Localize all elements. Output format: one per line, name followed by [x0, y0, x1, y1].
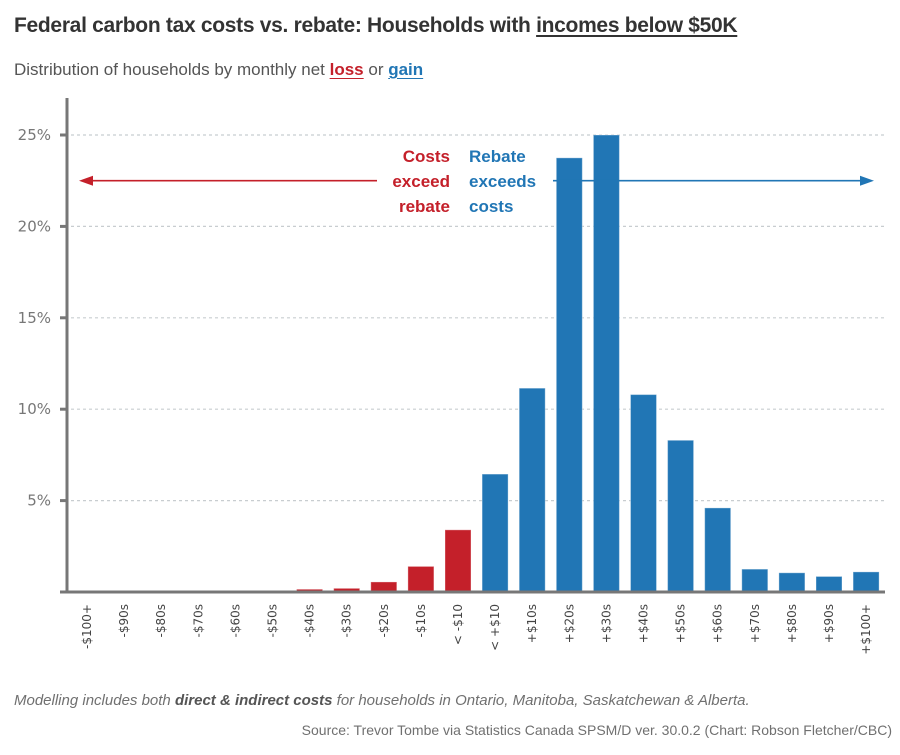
gain-annotation-line: Rebate	[469, 147, 526, 166]
loss-annotation-line: exceed	[392, 172, 450, 191]
x-tick-label: +$80s	[785, 604, 799, 643]
y-tick-label: 25%	[18, 126, 51, 144]
bar-10	[444, 529, 472, 593]
bar-10s	[518, 387, 546, 593]
bars	[296, 134, 880, 593]
annotations: Costs exceed rebate Rebate exceeds costs	[392, 147, 536, 216]
bar-chart: Costs exceed rebate Rebate exceeds costs 5% 10…	[18, 98, 885, 655]
bar-50s	[667, 439, 695, 593]
x-tick-label: -$30s	[340, 604, 354, 638]
x-tick-label: +$20s	[562, 604, 576, 643]
gain-annotation-line: costs	[469, 197, 513, 216]
bar-100	[852, 571, 880, 593]
x-tick-label: +$30s	[599, 604, 613, 643]
loss-annotation-line: Costs	[403, 147, 450, 166]
bar-40s	[630, 394, 657, 593]
x-tick-label: -$50s	[266, 604, 280, 638]
bar-60s	[704, 507, 732, 593]
chart-subtitle: Distribution of households by monthly ne…	[14, 60, 423, 80]
note-bold: direct & indirect costs	[174, 692, 333, 709]
loss-annotation-line: rebate	[399, 197, 450, 216]
y-tick-label: 10%	[18, 400, 51, 418]
arrow-left-icon	[79, 175, 93, 186]
gain-annotation-line: exceeds	[469, 172, 536, 191]
note-prefix: Modelling includes both	[14, 692, 175, 709]
x-tick-label: +$60s	[711, 604, 725, 643]
bar-10	[481, 473, 509, 593]
bar-30s	[592, 134, 620, 593]
direction-arrows	[79, 175, 874, 186]
x-tick-label: +$90s	[822, 604, 836, 643]
x-tick-label: +$40s	[637, 604, 651, 643]
x-tick-label: -$90s	[117, 604, 131, 638]
bar-10s	[407, 565, 435, 593]
bar-80s	[778, 572, 806, 593]
y-tick-label: 15%	[18, 309, 51, 327]
gridlines	[71, 134, 885, 502]
chart-subtitle-text: Distribution of households by monthly ne…	[14, 60, 330, 79]
bar-20s	[555, 157, 583, 593]
x-tick-label: -$60s	[228, 604, 242, 638]
bar-90s	[815, 575, 843, 593]
x-tick-label: < -$10	[451, 604, 465, 645]
subtitle-or: or	[363, 60, 389, 79]
y-tick-label: 20%	[18, 217, 51, 235]
y-tick-label: 5%	[27, 492, 51, 510]
subtitle-gain-keyword: gain	[388, 60, 424, 79]
note-suffix: for households in Ontario, Manitoba, Sas…	[332, 692, 750, 709]
x-tick-label: -$40s	[303, 604, 317, 638]
arrow-right-icon	[860, 175, 874, 186]
subtitle-loss-keyword: loss	[329, 60, 364, 79]
x-tick-label: +$70s	[748, 604, 762, 643]
x-tick-label: < +$10	[488, 604, 502, 651]
chart-title-emphasis: incomes below $50K	[536, 14, 738, 37]
x-tick-label: +$50s	[674, 604, 688, 643]
x-tick-label: -$70s	[191, 604, 205, 638]
chart-title-text: Federal carbon tax costs vs. rebate: Hou…	[14, 14, 537, 37]
source-credit: Source: Trevor Tombe via Statistics Cana…	[301, 722, 892, 738]
x-axis-ticks: -$100+ -$90s -$80s -$70s -$60s -$50s -$40s -$30…	[80, 604, 873, 655]
x-tick-label: -$20s	[377, 604, 391, 638]
x-tick-label: +$100+	[859, 604, 873, 655]
x-tick-label: +$10s	[525, 604, 539, 643]
x-tick-label: -$100+	[80, 604, 94, 649]
axes	[60, 98, 885, 594]
y-axis-ticks: 5% 10% 15% 20% 25%	[18, 126, 67, 510]
methodology-note: Modelling includes both direct & indirec…	[14, 692, 750, 709]
bar-20s	[370, 581, 398, 593]
x-tick-label: -$80s	[154, 604, 168, 638]
x-tick-label: -$10s	[414, 604, 428, 638]
bar-70s	[741, 568, 769, 593]
chart-title: Federal carbon tax costs vs. rebate: Hou…	[14, 14, 738, 38]
